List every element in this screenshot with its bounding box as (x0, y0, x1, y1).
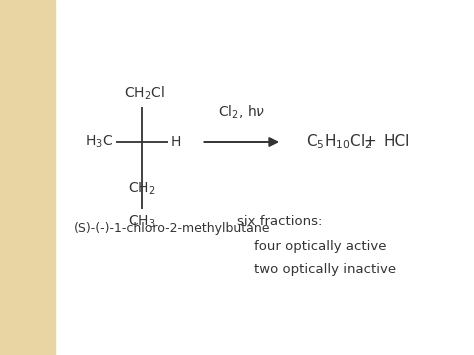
Text: four optically active: four optically active (254, 240, 386, 253)
Bar (0, 0, 55, 355)
Text: six fractions:: six fractions: (237, 215, 322, 228)
Text: CH$_2$: CH$_2$ (128, 180, 156, 197)
Text: HCl: HCl (384, 135, 410, 149)
Text: (S)-(-)-1-chloro-2-methylbutane: (S)-(-)-1-chloro-2-methylbutane (73, 223, 270, 235)
Text: two optically inactive: two optically inactive (254, 263, 396, 276)
Text: CH$_3$: CH$_3$ (128, 214, 156, 230)
Text: +: + (364, 135, 376, 149)
Text: CH$_2$Cl: CH$_2$Cl (124, 85, 165, 102)
Text: H$_3$C: H$_3$C (85, 134, 113, 150)
Text: H: H (171, 135, 182, 149)
Text: C$_5$H$_{10}$Cl$_2$: C$_5$H$_{10}$Cl$_2$ (306, 133, 372, 151)
Text: Cl$_2$, h$\nu$: Cl$_2$, h$\nu$ (218, 103, 265, 121)
